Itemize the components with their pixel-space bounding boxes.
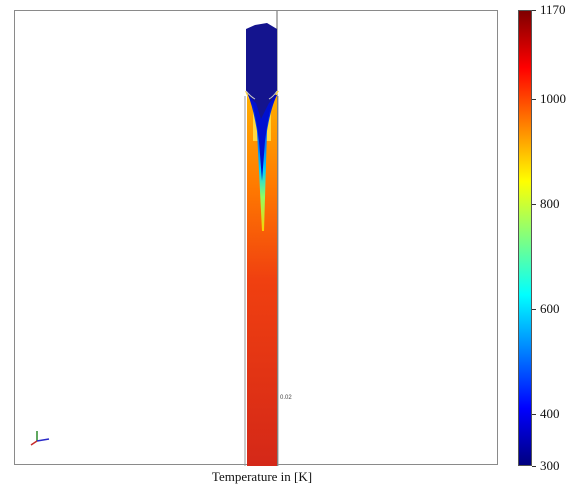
cold-cap bbox=[246, 23, 277, 119]
temperature-field: 0.02 bbox=[30, 11, 292, 466]
colorbar-tick bbox=[532, 466, 536, 467]
colorbar-tick-label: 800 bbox=[540, 195, 560, 211]
cap-edge-right bbox=[268, 90, 278, 100]
colorbar: 1170 1000 800 600 400 300 bbox=[518, 2, 566, 473]
colorbar-caption: Temperature in [K] bbox=[211, 469, 313, 484]
coordinate-label: 0.02 bbox=[280, 395, 292, 401]
colorbar-tick-label: 1000 bbox=[540, 91, 566, 107]
colorbar-tick-label: 600 bbox=[540, 300, 560, 316]
colorbar-tick-label: 400 bbox=[540, 405, 560, 421]
colorbar-tick-label: 300 bbox=[540, 458, 560, 473]
colorbar-tick bbox=[532, 413, 536, 415]
colorbar-tick bbox=[532, 203, 536, 205]
colorbar-tick bbox=[532, 308, 536, 310]
cap-edge bbox=[245, 90, 256, 100]
cold-core bbox=[251, 95, 274, 181]
colorbar-tick-label: 1170 bbox=[540, 2, 566, 17]
colorbar-gradient bbox=[518, 10, 532, 466]
colorbar-tick bbox=[532, 10, 536, 11]
colorbar-tick bbox=[532, 99, 536, 101]
plot-area: 0.02 bbox=[14, 10, 498, 466]
axis-triad-icon bbox=[30, 431, 50, 446]
